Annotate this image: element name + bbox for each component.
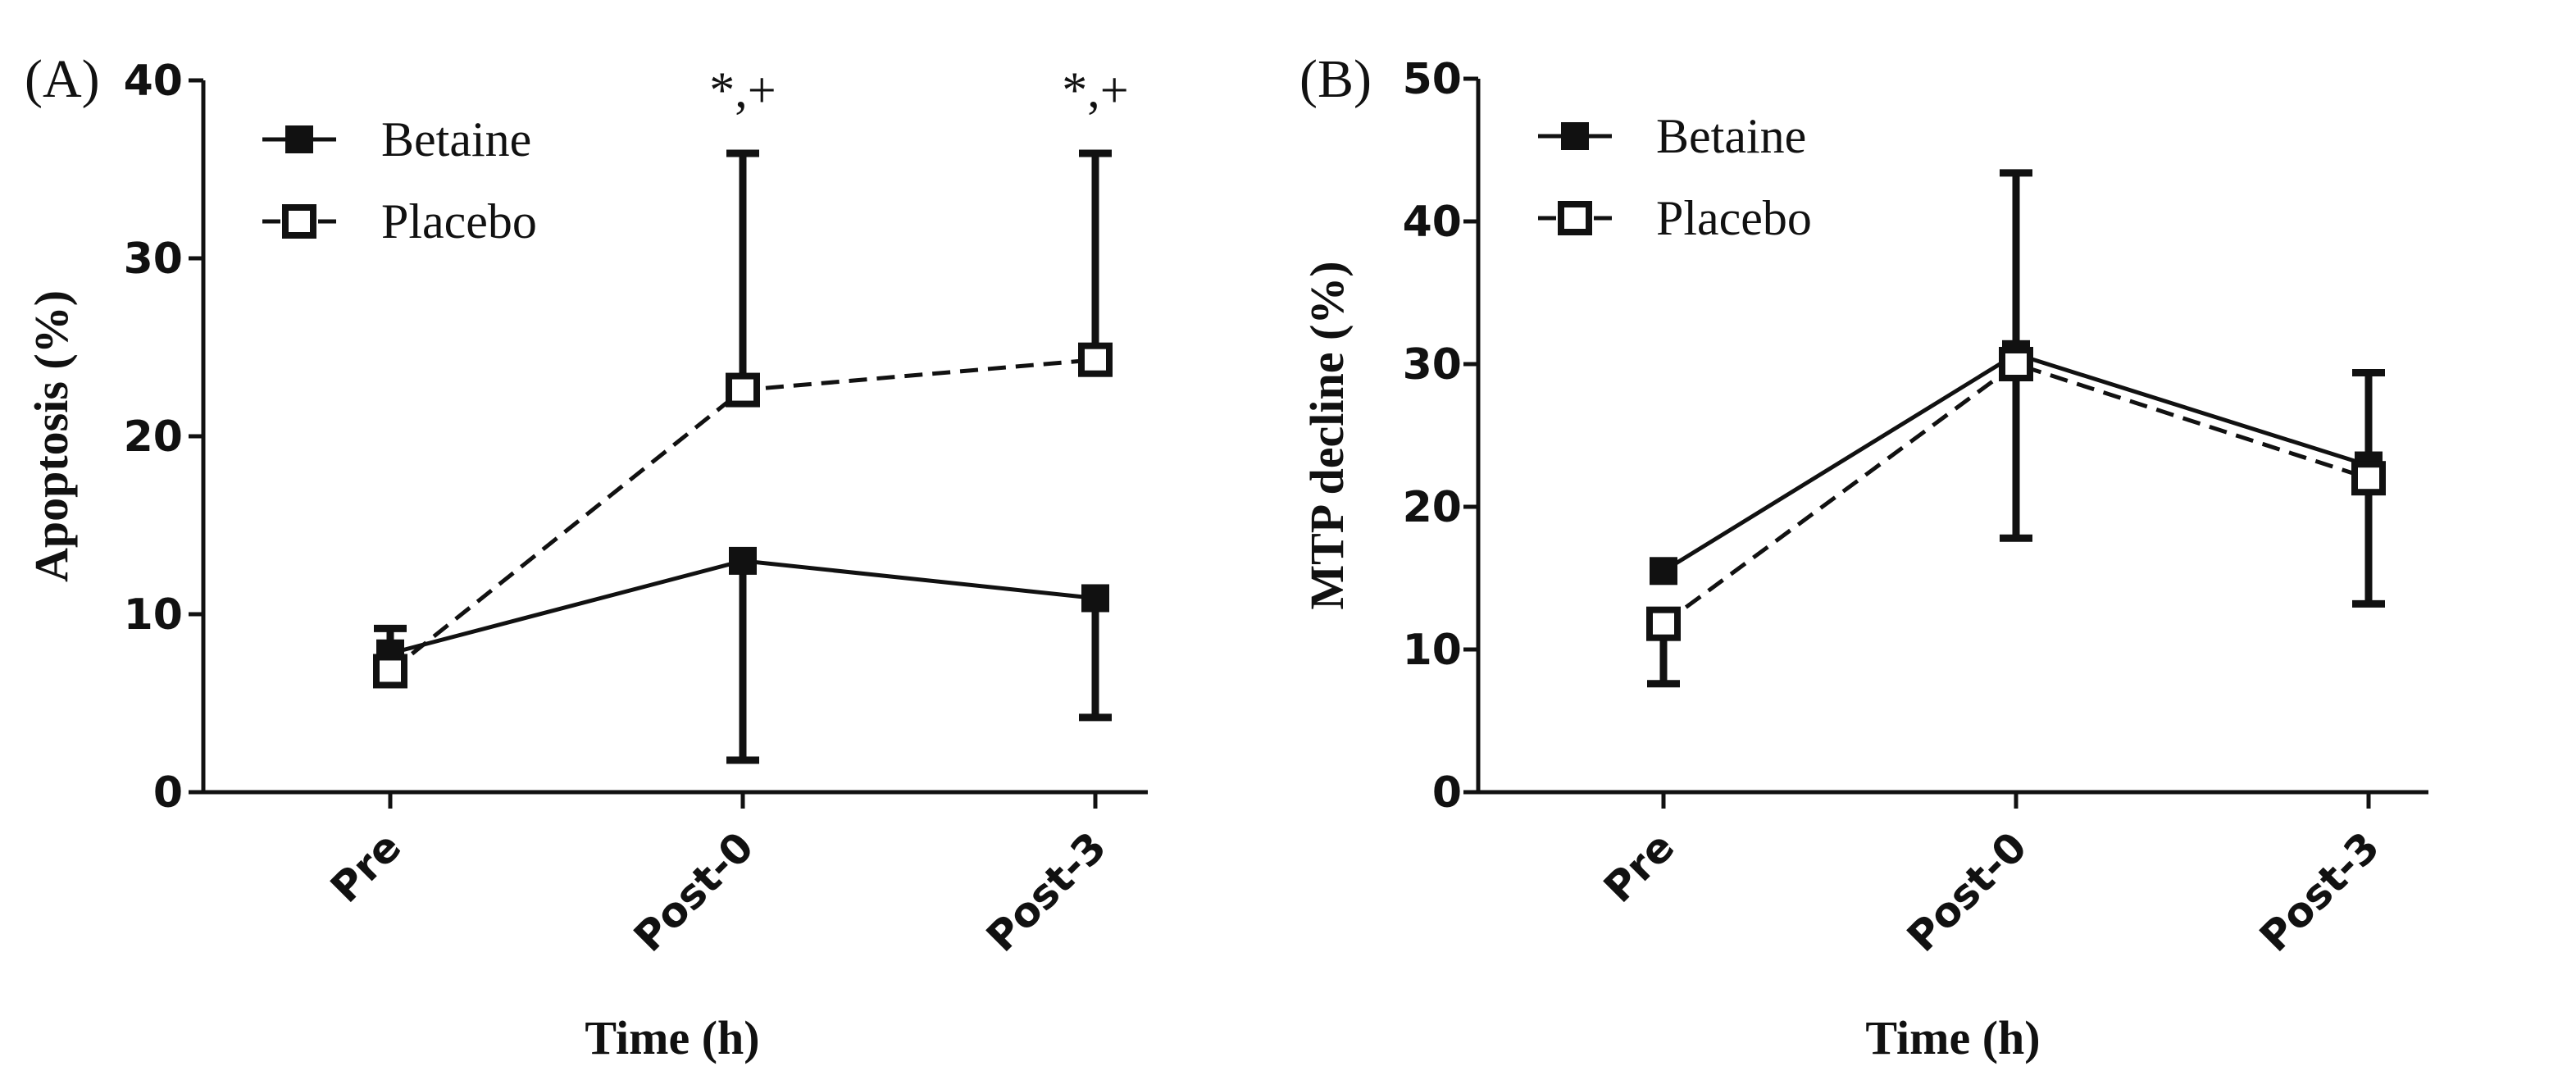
y-tick-label: 20 <box>124 412 183 462</box>
y-tick-label: 10 <box>124 590 183 640</box>
y-tick-label: 0 <box>1432 768 1462 818</box>
panel-label: (A) <box>25 49 100 109</box>
y-tick-label: 40 <box>124 57 183 106</box>
x-tick-label: Post-3 <box>977 823 1115 960</box>
series-line-placebo <box>1662 362 2369 626</box>
y-tick-label: 20 <box>1403 483 1462 532</box>
x-tick-label: Pre <box>1595 823 1683 911</box>
y-tick-label: 40 <box>1403 198 1462 247</box>
data-point-betaine <box>729 546 757 575</box>
significance-annotation: *,+ <box>1062 63 1128 119</box>
legend-marker-betaine <box>285 125 313 153</box>
legend: Betaine Placebo <box>1538 109 1812 245</box>
panel-b: (B) 0 10 20 30 40 50 Pre Post-0 Post-3 Time (h) MTP… <box>1299 49 2428 1064</box>
y-tick-label: 10 <box>1403 626 1462 675</box>
legend-label-betaine: Betaine <box>381 112 531 166</box>
x-axis-title: Time (h) <box>1865 1011 2040 1064</box>
x-tick-label: Post-0 <box>625 823 762 960</box>
data-point-placebo <box>373 654 407 689</box>
data-point-placebo <box>726 372 760 408</box>
x-tick-label: Post-0 <box>1898 823 2036 960</box>
y-tick-label: 30 <box>1403 340 1462 390</box>
y-axis-title: Apoptosis (%) <box>25 290 78 582</box>
data-point-placebo <box>1646 606 1681 641</box>
legend-marker-betaine <box>1561 122 1589 150</box>
data-point-betaine <box>1081 584 1109 613</box>
legend-label-placebo: Placebo <box>381 194 537 248</box>
x-tick-label: Post-3 <box>2251 823 2388 960</box>
data-point-placebo <box>1999 347 2033 381</box>
y-tick-label: 50 <box>1403 55 1462 104</box>
legend-marker-placebo <box>1558 201 1592 235</box>
x-tick-label: Pre <box>321 823 410 911</box>
legend-marker-placebo <box>282 204 316 239</box>
panel-label: (B) <box>1299 49 1372 109</box>
panel-a: (A) 0 10 20 30 40 Pre Post-0 Post-3 Time (h) Apopt… <box>25 49 1148 1064</box>
y-tick-label: 30 <box>124 235 183 284</box>
legend-label-betaine: Betaine <box>1656 109 1806 163</box>
data-point-placebo <box>2351 461 2386 496</box>
legend: Betaine Placebo <box>262 112 537 248</box>
data-point-betaine <box>1650 557 1677 586</box>
legend-label-placebo: Placebo <box>1656 191 1812 245</box>
data-point-placebo <box>1078 342 1113 377</box>
y-axis-title: MTP decline (%) <box>1300 261 1354 609</box>
y-tick-label: 0 <box>153 768 183 818</box>
x-axis-title: Time (h) <box>585 1011 759 1064</box>
significance-annotation: *,+ <box>709 63 776 119</box>
